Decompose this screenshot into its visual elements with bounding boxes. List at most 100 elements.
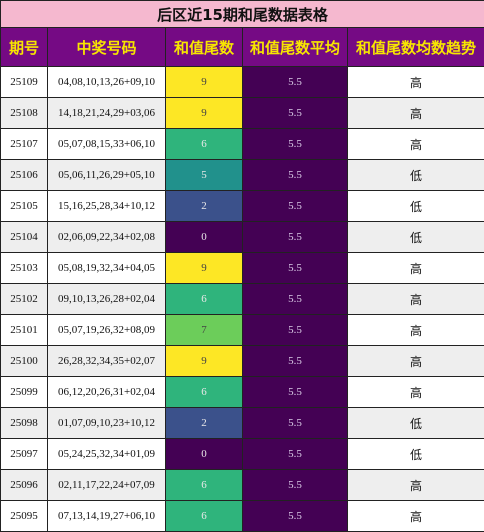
tail-avg-cell: 5.5 (243, 191, 348, 222)
issue-cell: 25104 (1, 222, 48, 253)
issue-cell: 25109 (1, 67, 48, 98)
tail-cell: 2 (166, 191, 243, 222)
numbers-cell: 06,12,20,26,31+02,04 (48, 377, 166, 408)
header-numbers: 中奖号码 (48, 28, 166, 67)
tail-avg-cell: 5.5 (243, 160, 348, 191)
issue-cell: 25107 (1, 129, 48, 160)
numbers-cell: 05,07,08,15,33+06,10 (48, 129, 166, 160)
numbers-cell: 05,24,25,32,34+01,09 (48, 439, 166, 470)
numbers-cell: 07,13,14,19,27+06,10 (48, 501, 166, 532)
issue-cell: 25101 (1, 315, 48, 346)
issue-cell: 25105 (1, 191, 48, 222)
numbers-cell: 26,28,32,34,35+02,07 (48, 346, 166, 377)
tail-cell: 9 (166, 346, 243, 377)
issue-cell: 25108 (1, 98, 48, 129)
tail-avg-cell: 5.5 (243, 408, 348, 439)
tail-cell: 6 (166, 470, 243, 501)
numbers-cell: 05,07,19,26,32+08,09 (48, 315, 166, 346)
numbers-cell: 02,06,09,22,34+02,08 (48, 222, 166, 253)
trend-cell: 高 (348, 253, 484, 284)
tail-cell: 7 (166, 315, 243, 346)
header-trend: 和值尾数均数趋势 (348, 28, 484, 67)
numbers-cell: 05,06,11,26,29+05,10 (48, 160, 166, 191)
tail-cell: 6 (166, 129, 243, 160)
trend-cell: 低 (348, 222, 484, 253)
tail-avg-cell: 5.5 (243, 253, 348, 284)
trend-cell: 高 (348, 315, 484, 346)
numbers-cell: 01,07,09,10,23+10,12 (48, 408, 166, 439)
tail-cell: 6 (166, 377, 243, 408)
numbers-cell: 14,18,21,24,29+03,06 (48, 98, 166, 129)
tail-cell: 6 (166, 284, 243, 315)
issue-cell: 25100 (1, 346, 48, 377)
header-issue: 期号 (1, 28, 48, 67)
header-row: 期号 中奖号码 和值尾数 和值尾数平均 和值尾数均数趋势 (1, 28, 484, 67)
numbers-cell: 15,16,25,28,34+10,12 (48, 191, 166, 222)
trend-cell: 高 (348, 129, 484, 160)
trend-cell: 低 (348, 191, 484, 222)
numbers-cell: 05,08,19,32,34+04,05 (48, 253, 166, 284)
tail-cell: 9 (166, 67, 243, 98)
trend-cell: 高 (348, 67, 484, 98)
tail-avg-cell: 5.5 (243, 377, 348, 408)
title-row: 后区近15期和尾数据表格 (1, 1, 484, 28)
trend-cell: 低 (348, 160, 484, 191)
tail-avg-cell: 5.5 (243, 501, 348, 532)
numbers-cell: 04,08,10,13,26+09,10 (48, 67, 166, 98)
tail-cell: 2 (166, 408, 243, 439)
issue-cell: 25102 (1, 284, 48, 315)
issue-cell: 25103 (1, 253, 48, 284)
numbers-cell: 02,11,17,22,24+07,09 (48, 470, 166, 501)
issue-cell: 25096 (1, 470, 48, 501)
issue-cell: 25099 (1, 377, 48, 408)
trend-cell: 高 (348, 98, 484, 129)
trend-cell: 高 (348, 470, 484, 501)
tail-cell: 6 (166, 501, 243, 532)
numbers-cell: 09,10,13,26,28+02,04 (48, 284, 166, 315)
table-title: 后区近15期和尾数据表格 (1, 1, 484, 28)
tail-avg-cell: 5.5 (243, 470, 348, 501)
tail-avg-cell: 5.5 (243, 346, 348, 377)
trend-cell: 低 (348, 439, 484, 470)
tail-avg-cell: 5.5 (243, 67, 348, 98)
issue-cell: 25095 (1, 501, 48, 532)
tail-cell: 9 (166, 98, 243, 129)
tail-avg-cell: 5.5 (243, 98, 348, 129)
trend-cell: 高 (348, 284, 484, 315)
tail-avg-cell: 5.5 (243, 129, 348, 160)
header-tail: 和值尾数 (166, 28, 243, 67)
trend-cell: 高 (348, 377, 484, 408)
tail-avg-cell: 5.5 (243, 315, 348, 346)
trend-cell: 低 (348, 408, 484, 439)
tail-avg-cell: 5.5 (243, 222, 348, 253)
tail-cell: 9 (166, 253, 243, 284)
issue-cell: 25097 (1, 439, 48, 470)
trend-cell: 高 (348, 501, 484, 532)
tail-cell: 0 (166, 222, 243, 253)
issue-cell: 25106 (1, 160, 48, 191)
tail-avg-cell: 5.5 (243, 284, 348, 315)
header-tail-avg: 和值尾数平均 (243, 28, 348, 67)
tail-cell: 5 (166, 160, 243, 191)
trend-cell: 高 (348, 346, 484, 377)
issue-cell: 25098 (1, 408, 48, 439)
tail-cell: 0 (166, 439, 243, 470)
tail-avg-cell: 5.5 (243, 439, 348, 470)
